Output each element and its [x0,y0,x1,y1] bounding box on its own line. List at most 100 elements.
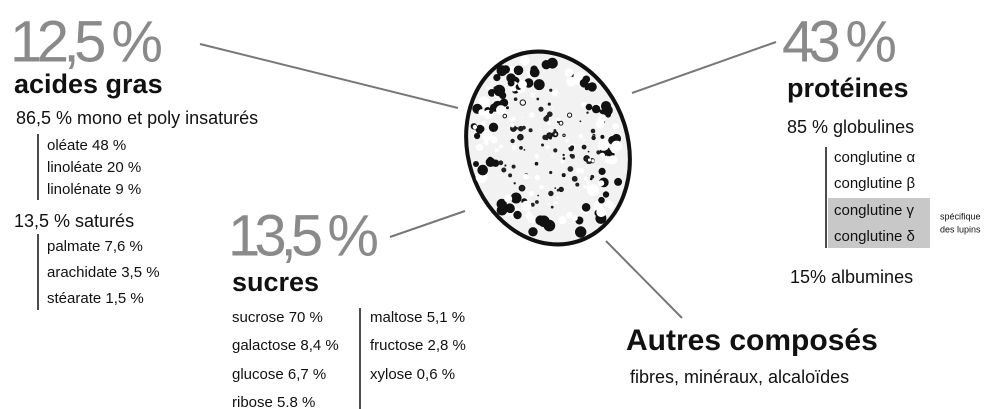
heading: sucres [232,267,319,297]
seed-speckle [488,90,494,96]
seed-speckle [504,164,507,167]
percent: 43 % [782,9,895,74]
item: fructose 2,8 % [370,337,466,354]
seed-speckle [547,102,551,106]
percent: 12,5 % [10,9,161,74]
seed-speckle [547,57,558,69]
seed-speckle [565,139,569,143]
seed-speckle [579,120,582,123]
seed-speckle [545,145,550,150]
seed-speckle [583,176,588,181]
heading: Autres composés [626,324,878,357]
item: glucose 6,7 % [232,366,326,383]
seed-speckle [489,109,494,114]
lupin-seed [464,49,632,247]
seed-speckle [561,173,566,178]
seed-speckle [472,124,478,130]
item: conglutine δ [834,228,915,245]
connector [631,41,777,94]
group-label: 86,5 % mono et poly insaturés [16,108,258,128]
seed-speckle [543,116,549,122]
group-label: 85 % globulines [787,117,914,137]
seed-speckle [511,145,517,151]
seed-speckle [517,133,524,141]
seed-speckle [572,215,578,222]
seed-speckle [591,104,601,114]
seed-speckle [530,92,536,98]
seed-speckle [498,160,504,166]
seed-speckle [502,113,508,119]
item: stéarate 1,5 % [47,290,144,307]
seed-speckle [591,159,595,163]
seed-speckle [597,115,606,124]
seed-speckle [533,79,545,91]
seed-speckle [507,79,515,87]
seed-speckle [596,207,607,218]
seed-speckle [602,191,610,198]
seed-speckle [486,85,491,90]
seed-speckle [585,103,593,111]
seed-speckle [523,149,526,151]
seed-speckle [586,181,591,185]
seed-speckle [511,164,516,169]
seed-speckle [510,192,522,204]
seed-speckle [550,205,554,209]
seed-speckle [529,176,532,179]
seed-speckle [523,173,529,180]
seed-speckle [513,210,522,220]
seed-speckle [547,202,550,206]
seed-speckle [558,216,567,225]
seed-speckle [554,187,557,190]
seed-speckle [578,134,583,139]
seed-speckle [499,91,507,99]
seed-speckle [553,129,557,132]
seed-speckle [556,196,559,199]
seed-speckle [605,112,611,118]
seed-speckle [597,139,610,151]
seed-speckle [476,143,484,152]
seed-speckle [506,106,509,110]
seed-speckle [581,203,591,212]
seed-speckle [575,182,580,187]
seed-speckle [513,65,524,76]
seed-speckle [566,211,573,219]
note: des lupins [940,224,981,234]
seed-speckle [611,140,623,152]
percent: 13,5 % [228,203,377,268]
seed-speckle [567,112,573,118]
connector [199,43,459,109]
seed-speckle [529,112,535,118]
seed-speckle [611,133,622,144]
seed-speckle [598,167,606,175]
seed-speckle [541,143,544,147]
seed-speckle [515,126,518,130]
seed-speckle [481,130,493,142]
item: conglutine β [834,175,916,192]
seed-speckle [521,200,532,212]
seed-speckle [590,128,596,134]
seed-speckle [560,159,565,164]
item: sucrose 70 % [232,309,323,326]
seed-speckle [579,168,585,174]
seed-speckle [575,179,578,182]
seed-speckle [529,67,540,78]
item: galactose 8,4 % [232,337,339,354]
seed-speckle [513,182,516,185]
seed-speckle [607,202,615,210]
seed-speckle [556,117,561,122]
seed-speckle [519,146,523,150]
seed-speckle [612,122,619,130]
seed-speckle [564,68,574,78]
seed-speckle [547,111,553,117]
item: conglutine α [834,149,916,166]
seed-speckle [582,138,585,141]
seed-speckle [553,148,558,153]
seed-speckle [586,111,589,114]
seed-speckle [600,152,605,158]
seed-speckle [504,194,513,203]
seed-speckle [505,203,515,214]
seed-speckle [499,98,509,107]
note: spécifique [940,211,981,221]
seed-speckle [488,122,499,132]
seed-speckle [592,173,595,176]
